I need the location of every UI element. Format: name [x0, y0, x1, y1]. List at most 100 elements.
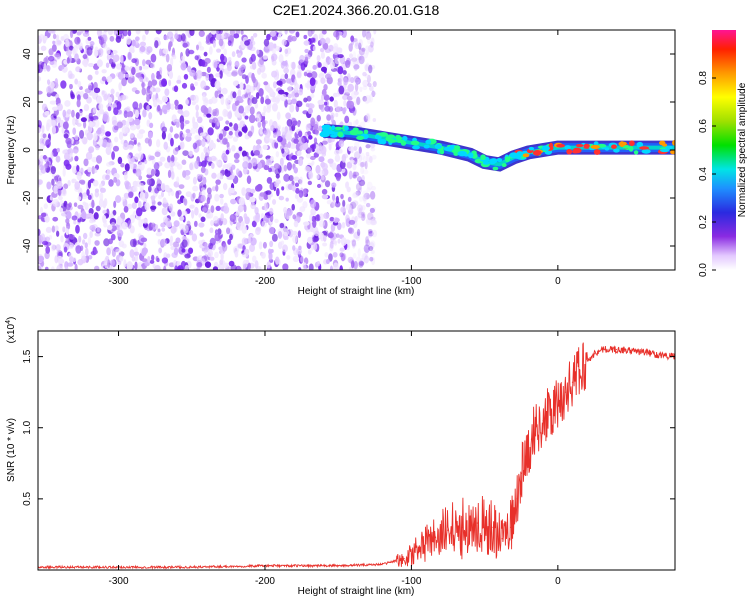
spectrogram-noise-cell: [177, 209, 182, 217]
spectrogram-noise-cell: [181, 236, 188, 241]
spectrogram-noise-cell: [169, 239, 173, 247]
spectrogram-noise-cell: [289, 142, 296, 150]
spectrogram-noise-cell: [62, 109, 67, 118]
spectrogram-noise-cell: [368, 230, 374, 237]
spectrogram-noise-cell: [241, 225, 248, 234]
spectrogram-noise-cell: [185, 98, 189, 105]
spectrogram-noise-cell: [221, 87, 228, 95]
spectrogram-noise-cell: [229, 30, 236, 36]
spectrogram-noise-cell: [242, 263, 247, 270]
spectrogram-noise-cell: [134, 118, 141, 126]
spectrogram-noise-cell: [82, 239, 86, 245]
spectrogram-noise-cell: [340, 206, 346, 213]
spectrogram-noise-cell: [68, 45, 74, 51]
spectrogram-noise-cell: [106, 115, 110, 123]
spectrogram-noise-cell: [321, 30, 327, 35]
spectrogram-noise-cell: [72, 117, 77, 126]
spectrogram-noise-cell: [163, 265, 167, 270]
spectrogram-noise-cell: [129, 48, 133, 53]
spectrogram-noise-cell: [225, 227, 231, 235]
spectrogram-noise-cell: [366, 219, 371, 224]
spectrogram-noise-cell: [271, 102, 278, 112]
spectrogram-noise-cell: [354, 141, 360, 149]
spectrogram-noise-cell: [365, 239, 371, 247]
spectrogram-noise-cell: [319, 37, 326, 45]
spectrogram-noise-cell: [360, 257, 366, 265]
spectrogram-noise-cell: [168, 203, 174, 212]
signal-hotspot: [321, 124, 332, 130]
spectrogram-noise-cell: [82, 54, 88, 60]
spectrogram-noise-cell: [278, 54, 284, 63]
spectrogram-x-tick-label: -100: [401, 276, 421, 287]
spectrogram-noise-cell: [110, 88, 115, 95]
spectrogram-noise-cell: [69, 234, 75, 240]
spectrogram-noise-cell: [276, 129, 281, 138]
spectrogram-noise-cell: [368, 93, 374, 103]
spectrogram-noise-cell: [294, 92, 300, 98]
spectrogram-noise-cell: [204, 152, 210, 161]
spectrogram-noise-cell: [121, 243, 127, 249]
spectrogram-noise-cell: [234, 60, 240, 68]
spectrogram-noise-cell: [315, 174, 320, 180]
spectrogram-noise-cell: [75, 66, 81, 73]
spectrogram-noise-cell: [310, 71, 318, 79]
spectrogram-noise-cell: [351, 239, 357, 247]
spectrogram-noise-cell: [139, 46, 146, 53]
spectrogram-noise-cell: [123, 110, 129, 118]
spectrogram-noise-cell: [329, 240, 334, 249]
spectrogram-noise-cell: [284, 60, 288, 67]
spectrogram-noise-cell: [54, 52, 61, 58]
spectrogram-noise-cell: [66, 211, 72, 220]
spectrogram-noise-cell: [95, 129, 102, 135]
spectrogram-noise-cell: [157, 228, 161, 233]
spectrogram-noise-cell: [370, 147, 376, 152]
spectrogram-noise-cell: [141, 34, 146, 42]
spectrogram-noise-cell: [292, 235, 298, 244]
spectrogram-noise-cell: [68, 202, 72, 208]
spectrogram-noise-cell: [244, 115, 249, 120]
spectrogram-noise-cell: [181, 210, 188, 217]
spectrogram-noise-cell: [336, 222, 342, 231]
spectrogram-noise-cell: [288, 85, 292, 93]
spectrogram-noise-cell: [77, 218, 82, 223]
spectrogram-noise-cell: [147, 185, 152, 193]
spectrogram-noise-cell: [329, 265, 333, 270]
spectrogram-noise-cell: [337, 54, 344, 59]
spectrogram-noise-cell: [345, 203, 352, 211]
spectrogram-noise-cell: [272, 96, 277, 103]
spectrogram-noise-cell: [259, 192, 265, 197]
snr-x-tick-label: -300: [109, 576, 129, 587]
spectrogram-noise-cell: [51, 30, 56, 34]
signal-hotspot: [319, 131, 330, 138]
spectrogram-noise-cell: [157, 238, 161, 245]
spectrogram-noise-cell: [122, 142, 129, 151]
spectrogram-noise-cell: [263, 38, 270, 47]
spectrogram-noise-cell: [303, 221, 310, 226]
spectrogram-noise-cell: [357, 248, 361, 258]
spectrogram-noise-cell: [166, 253, 171, 259]
spectrogram-noise-cell: [192, 142, 198, 150]
spectrogram-noise-cell: [241, 126, 248, 133]
spectrogram-noise-cell: [161, 257, 169, 264]
spectrogram-noise-cell: [94, 70, 99, 75]
spectrogram-noise-cell: [238, 146, 243, 152]
spectrogram-noise-cell: [198, 222, 205, 228]
spectrogram-noise-cell: [94, 190, 100, 198]
spectrogram-noise-cell: [356, 96, 361, 106]
spectrogram-noise-cell: [115, 195, 122, 203]
spectrogram-noise-cell: [188, 49, 195, 55]
spectrogram-noise-cell: [71, 215, 78, 221]
spectrogram-noise-cell: [337, 66, 344, 75]
spectrogram-noise-cell: [205, 73, 210, 81]
spectrogram-noise-cell: [54, 78, 59, 87]
spectrogram-noise-cell: [291, 185, 296, 192]
spectrogram-noise-cell: [268, 251, 273, 261]
spectrogram-noise-cell: [307, 147, 313, 154]
spectrogram-noise-cell: [366, 187, 372, 192]
spectrogram-noise-cell: [88, 146, 95, 154]
spectrogram-noise-cell: [213, 61, 218, 69]
spectrogram-noise-cell: [335, 233, 340, 238]
spectrogram-noise-cell: [189, 204, 195, 209]
spectrogram-noise-cell: [116, 121, 123, 129]
snr-y-tick-label: 1.0: [22, 420, 33, 434]
